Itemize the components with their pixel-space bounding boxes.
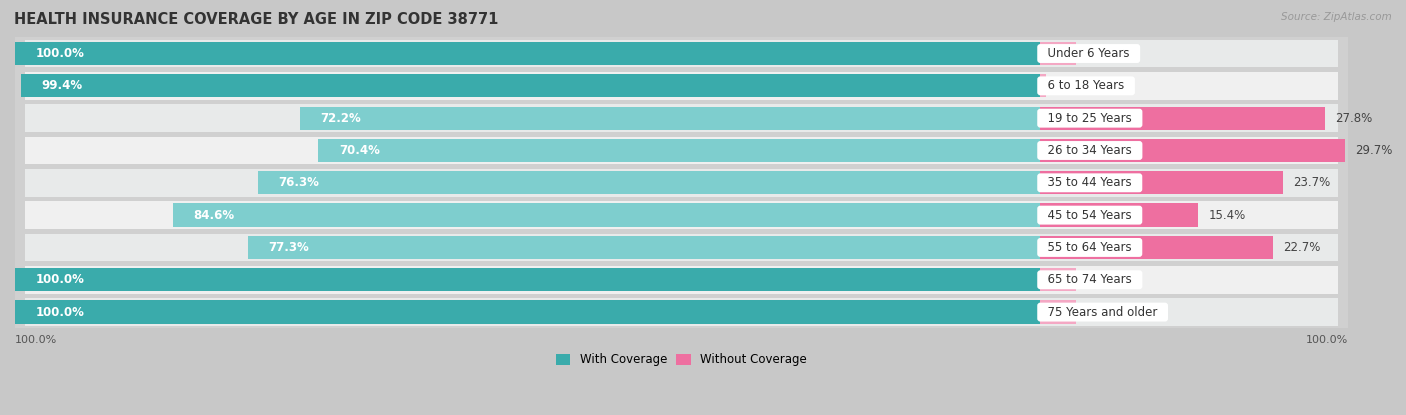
Bar xyxy=(1040,42,1076,65)
Text: Under 6 Years: Under 6 Years xyxy=(1040,47,1137,60)
Bar xyxy=(15,231,1348,264)
Text: HEALTH INSURANCE COVERAGE BY AGE IN ZIP CODE 38771: HEALTH INSURANCE COVERAGE BY AGE IN ZIP … xyxy=(14,12,499,27)
Bar xyxy=(1040,171,1284,195)
Text: 76.3%: 76.3% xyxy=(278,176,319,189)
Text: 0.0%: 0.0% xyxy=(1087,47,1116,60)
Text: 19 to 25 Years: 19 to 25 Years xyxy=(1040,112,1139,124)
Text: 100.0%: 100.0% xyxy=(1306,335,1348,345)
Bar xyxy=(25,234,1337,261)
Bar xyxy=(15,264,1348,296)
Bar xyxy=(15,37,1348,70)
Text: 29.7%: 29.7% xyxy=(1355,144,1392,157)
Text: 100.0%: 100.0% xyxy=(35,47,84,60)
Text: 72.2%: 72.2% xyxy=(321,112,361,124)
Bar xyxy=(173,203,1040,227)
Text: 84.6%: 84.6% xyxy=(194,209,235,222)
Bar xyxy=(15,42,1040,65)
Bar xyxy=(15,296,1348,328)
Bar xyxy=(15,102,1348,134)
Text: 0.58%: 0.58% xyxy=(1087,79,1123,93)
Bar xyxy=(1040,107,1326,130)
Legend: With Coverage, Without Coverage: With Coverage, Without Coverage xyxy=(551,349,811,371)
Bar xyxy=(25,137,1337,164)
Bar xyxy=(25,266,1337,293)
Bar xyxy=(25,40,1337,67)
Bar xyxy=(25,72,1337,100)
Text: 99.4%: 99.4% xyxy=(42,79,83,93)
Bar xyxy=(1040,139,1344,162)
Text: 77.3%: 77.3% xyxy=(269,241,309,254)
Text: 15.4%: 15.4% xyxy=(1208,209,1246,222)
Bar xyxy=(1040,268,1076,291)
Bar xyxy=(15,167,1348,199)
Bar xyxy=(1040,203,1198,227)
Text: 0.0%: 0.0% xyxy=(1087,273,1116,286)
Text: 75 Years and older: 75 Years and older xyxy=(1040,305,1166,319)
Text: 45 to 54 Years: 45 to 54 Years xyxy=(1040,209,1139,222)
Bar xyxy=(1040,300,1076,324)
Text: 65 to 74 Years: 65 to 74 Years xyxy=(1040,273,1139,286)
Bar xyxy=(15,268,1040,291)
Bar xyxy=(25,105,1337,132)
Bar xyxy=(15,300,1040,324)
Bar xyxy=(299,107,1040,130)
Text: 23.7%: 23.7% xyxy=(1294,176,1330,189)
Bar xyxy=(15,134,1348,167)
Bar xyxy=(15,199,1348,231)
Bar xyxy=(15,70,1348,102)
Text: 100.0%: 100.0% xyxy=(35,273,84,286)
Text: 100.0%: 100.0% xyxy=(15,335,58,345)
Text: 26 to 34 Years: 26 to 34 Years xyxy=(1040,144,1139,157)
Text: 6 to 18 Years: 6 to 18 Years xyxy=(1040,79,1132,93)
Bar xyxy=(247,236,1040,259)
Text: 22.7%: 22.7% xyxy=(1284,241,1320,254)
Bar xyxy=(25,298,1337,326)
Text: 35 to 44 Years: 35 to 44 Years xyxy=(1040,176,1139,189)
Text: Source: ZipAtlas.com: Source: ZipAtlas.com xyxy=(1281,12,1392,22)
Text: 70.4%: 70.4% xyxy=(339,144,380,157)
Text: 27.8%: 27.8% xyxy=(1336,112,1372,124)
Text: 100.0%: 100.0% xyxy=(35,305,84,319)
Bar xyxy=(318,139,1040,162)
Text: 0.0%: 0.0% xyxy=(1087,305,1116,319)
Bar xyxy=(25,169,1337,197)
Bar xyxy=(1040,236,1272,259)
Bar xyxy=(1040,74,1046,98)
Text: 55 to 64 Years: 55 to 64 Years xyxy=(1040,241,1139,254)
Bar xyxy=(21,74,1040,98)
Bar xyxy=(257,171,1040,195)
Bar xyxy=(25,201,1337,229)
